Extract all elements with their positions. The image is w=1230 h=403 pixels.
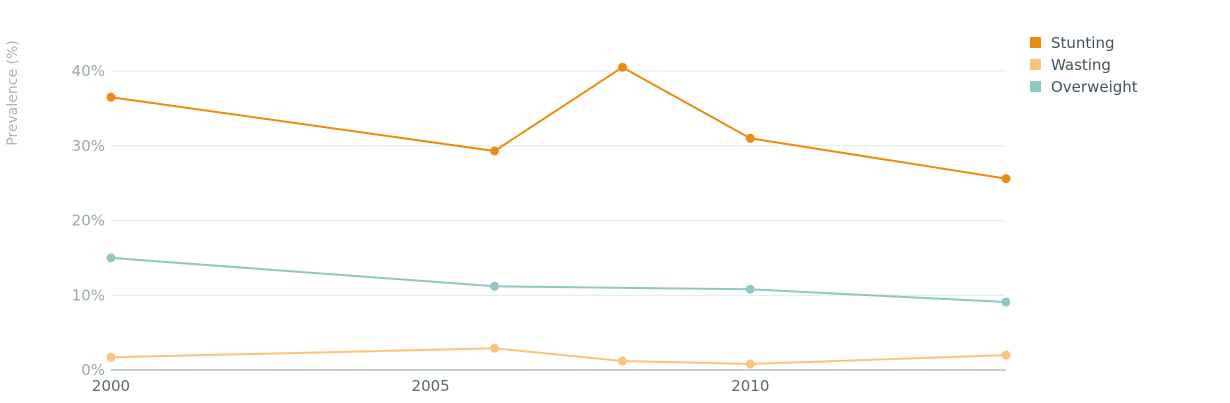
- y-tick-label: 30%: [72, 137, 105, 155]
- legend-swatch: [1030, 81, 1041, 92]
- legend-item-overweight[interactable]: Overweight: [1030, 78, 1138, 96]
- series-lines: [106, 62, 1011, 369]
- stunting-line: [110, 66, 1007, 180]
- overweight-point[interactable]: [490, 281, 500, 291]
- wasting-point[interactable]: [745, 359, 755, 369]
- stunting-point[interactable]: [1001, 174, 1011, 184]
- legend-swatch: [1030, 59, 1041, 70]
- y-tick-label: 10%: [72, 286, 105, 304]
- stunting-point[interactable]: [490, 146, 500, 156]
- legend-label: Wasting: [1051, 56, 1111, 74]
- x-tick-label: 2005: [412, 377, 450, 395]
- overweight-point[interactable]: [1001, 297, 1011, 307]
- wasting-point[interactable]: [1001, 350, 1011, 360]
- wasting-point[interactable]: [106, 352, 116, 362]
- gridlines: [111, 70, 1006, 296]
- legend-label: Overweight: [1051, 78, 1138, 96]
- series-wasting: [106, 343, 1011, 369]
- stunting-point[interactable]: [106, 92, 116, 102]
- y-tick-label: 40%: [72, 62, 105, 80]
- stunting-point[interactable]: [617, 62, 627, 72]
- x-tick-label: 2000: [92, 377, 130, 395]
- legend-label: Stunting: [1051, 34, 1115, 52]
- wasting-point[interactable]: [617, 356, 627, 366]
- series-stunting: [106, 62, 1011, 184]
- series-overweight: [106, 253, 1011, 307]
- overweight-point[interactable]: [106, 253, 116, 263]
- legend-item-stunting[interactable]: Stunting: [1030, 34, 1115, 52]
- legend-item-wasting[interactable]: Wasting: [1030, 56, 1111, 74]
- overweight-point[interactable]: [745, 284, 755, 294]
- legend[interactable]: Stunting Wasting Overweight: [1030, 34, 1138, 96]
- x-tick-label: 2010: [731, 377, 769, 395]
- y-tick-label: 0%: [81, 361, 105, 379]
- overweight-line: [110, 256, 1007, 303]
- y-axis-title: Prevalence (%): [5, 40, 21, 146]
- x-tick-labels: 2000 2005 2010: [92, 377, 769, 395]
- y-tick-label: 20%: [72, 212, 105, 230]
- stunting-point[interactable]: [745, 133, 755, 143]
- legend-swatch: [1030, 37, 1041, 48]
- y-tick-labels: 0% 10% 20% 30% 40%: [72, 62, 105, 379]
- wasting-line: [110, 347, 1007, 365]
- wasting-point[interactable]: [490, 343, 500, 353]
